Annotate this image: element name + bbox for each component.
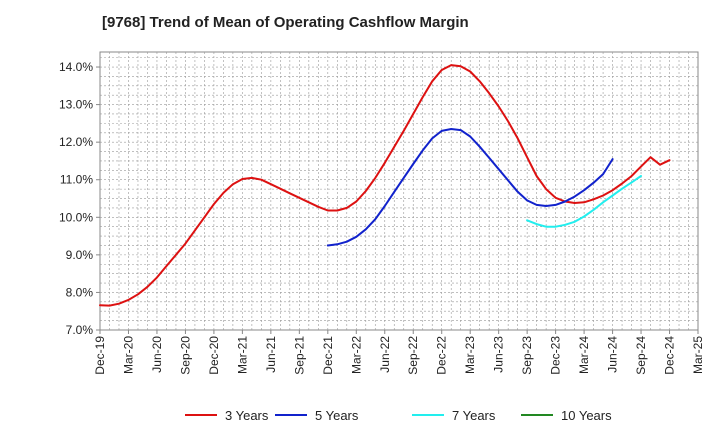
y-tick-label: 14.0% xyxy=(59,60,93,74)
x-tick-label: Sep-23 xyxy=(520,336,534,375)
x-tick-label: Sep-20 xyxy=(178,336,192,375)
y-tick-label: 9.0% xyxy=(66,248,94,262)
chart-title: [9768] Trend of Mean of Operating Cashfl… xyxy=(102,14,469,31)
y-tick-label: 11.0% xyxy=(60,173,93,187)
series-line-5-years xyxy=(326,128,614,247)
legend-label-3-years: 3 Years xyxy=(225,408,269,423)
x-tick-label: Jun-23 xyxy=(492,336,506,373)
x-tick-label: Mar-23 xyxy=(463,336,477,374)
x-tick-label: Sep-21 xyxy=(292,336,306,375)
legend-label-5-years: 5 Years xyxy=(315,408,359,423)
x-tick-label: Sep-22 xyxy=(406,336,420,375)
x-tick-label: Dec-20 xyxy=(207,336,221,375)
x-tick-label: Jun-22 xyxy=(378,336,392,373)
series-line-7-years xyxy=(526,175,642,228)
x-tick-label: Mar-24 xyxy=(577,336,591,374)
x-tick-label: Jun-20 xyxy=(150,336,164,373)
x-tick-label: Dec-19 xyxy=(93,336,107,375)
x-tick-label: Mar-20 xyxy=(121,336,135,374)
x-tick-label: Dec-23 xyxy=(549,336,563,375)
y-tick-label: 12.0% xyxy=(59,135,93,149)
legend-label-7-years: 7 Years xyxy=(452,408,496,423)
plot-area xyxy=(99,51,699,331)
legend-label-10-years: 10 Years xyxy=(561,408,612,423)
y-tick-label: 13.0% xyxy=(59,98,93,112)
y-tick-label: 7.0% xyxy=(66,323,94,337)
x-tick-label: Dec-24 xyxy=(663,336,677,375)
x-tick-label: Mar-25 xyxy=(691,336,705,374)
y-tick-label: 10.0% xyxy=(59,210,93,224)
x-tick-label: Dec-21 xyxy=(321,336,335,375)
x-tick-label: Jun-21 xyxy=(264,336,278,373)
x-tick-label: Mar-21 xyxy=(235,336,249,374)
x-tick-label: Jun-24 xyxy=(606,336,620,373)
x-tick-label: Dec-22 xyxy=(435,336,449,375)
y-tick-label: 8.0% xyxy=(66,285,94,299)
series-line-3-years xyxy=(99,64,671,307)
x-tick-label: Mar-22 xyxy=(349,336,363,374)
x-tick-label: Sep-24 xyxy=(634,336,648,375)
